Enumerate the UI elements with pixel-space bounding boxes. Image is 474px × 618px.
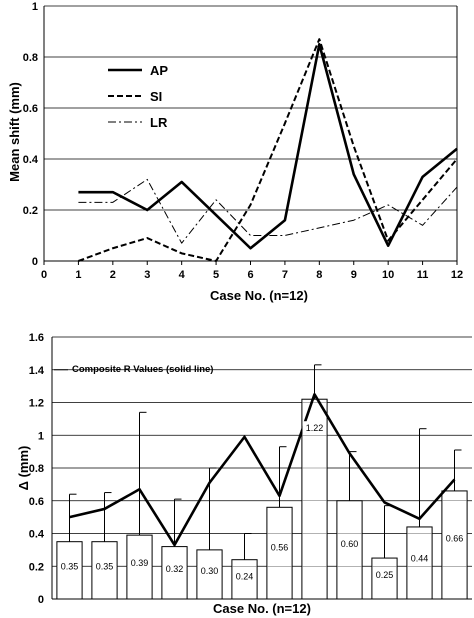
top-x-tick-label: 9 [351,269,357,281]
bar [266,506,293,600]
top-y-tick-label: 0.2 [23,205,38,217]
data-label-bg [197,563,222,576]
series-line-si [78,38,458,262]
top-x-tick-label: 2 [110,269,116,281]
bar-data-label: 0.66 [446,534,464,544]
bar-data-label: 0.35 [61,561,79,571]
series-line-lr [78,178,458,244]
bar-data-label: 0.60 [341,539,359,549]
top-x-tick-label: 5 [213,269,219,281]
top-y-tick-label: 1 [32,1,38,13]
bar-data-label: 0.44 [411,553,429,563]
top-x-tick-label: 12 [451,269,463,281]
data-label-bg [127,555,152,568]
bottom-y-tick-label: 0.4 [29,529,45,541]
top-y-tick-label: 0 [32,256,38,268]
bar-data-label: 0.35 [96,561,114,571]
bar-data-label: 0.24 [236,572,254,582]
data-label-bg [337,536,362,549]
top-x-tick-label: 0 [41,269,47,281]
data-label-bg [162,562,187,575]
bar [336,500,363,600]
bar-data-label: 1.22 [306,423,324,433]
data-label-bg [57,559,82,572]
bottom-y-tick-label: 1 [38,430,44,442]
top-x-tick-label: 4 [179,269,186,281]
bottom-x-axis-label: Case No. (n=12) [213,601,311,616]
bottom-y-tick-label: 0 [38,594,44,606]
top-x-tick-label: 1 [75,269,81,281]
top-x-tick-label: 6 [247,269,253,281]
top-x-axis-label: Case No. (n=12) [210,288,308,303]
data-label-bg [302,421,327,434]
data-label-bg [92,559,117,572]
top-y-tick-label: 0.4 [23,154,39,166]
bottom-y-tick-label: 1.6 [29,332,44,344]
top-y-tick-label: 0.8 [23,52,38,64]
bar-data-label: 0.39 [131,558,149,568]
delta-bar-chart: 0 0.2 0.4 0.6 0.8 1 1.2 1.4 1.6 0.35 0.35 0.39 0.32… [16,332,472,616]
top-x-tick-label: 7 [282,269,288,281]
top-x-tick-label: 8 [316,269,322,281]
bar-data-label: 0.32 [166,564,184,574]
bottom-y-tick-label: 0.2 [29,561,44,573]
top-y-tick-label: 0.6 [23,103,38,115]
legend-label-ap: AP [150,63,168,78]
data-label-bg [407,551,432,564]
top-y-axis-label: Mean shift (mm) [7,82,22,182]
bottom-y-tick-label: 1.2 [29,398,44,410]
bottom-y-tick-label: 0.8 [29,463,44,475]
top-x-tick-label: 11 [417,269,429,281]
composite-r-annotation: Composite R Values (solid line) [72,364,213,375]
composite-r-line [69,393,456,547]
bar-data-label: 0.25 [376,570,394,580]
bar-data-label: 0.56 [271,543,289,553]
bottom-y-tick-label: 1.4 [29,365,45,377]
data-label-bg [372,568,397,581]
top-x-tick-label: 10 [382,269,394,281]
legend-label-si: SI [150,89,162,104]
legend-label-lr: LR [150,115,168,130]
top-x-tick-label: 3 [144,269,150,281]
bar [441,490,468,600]
data-label-bg [267,540,292,553]
series-line-ap [78,42,458,250]
data-label-bg [232,569,257,582]
bottom-y-tick-label: 0.6 [29,496,44,508]
bottom-y-axis-label: Δ (mm) [16,446,31,491]
data-label-bg [442,531,467,544]
bar-data-label: 0.30 [201,566,219,576]
